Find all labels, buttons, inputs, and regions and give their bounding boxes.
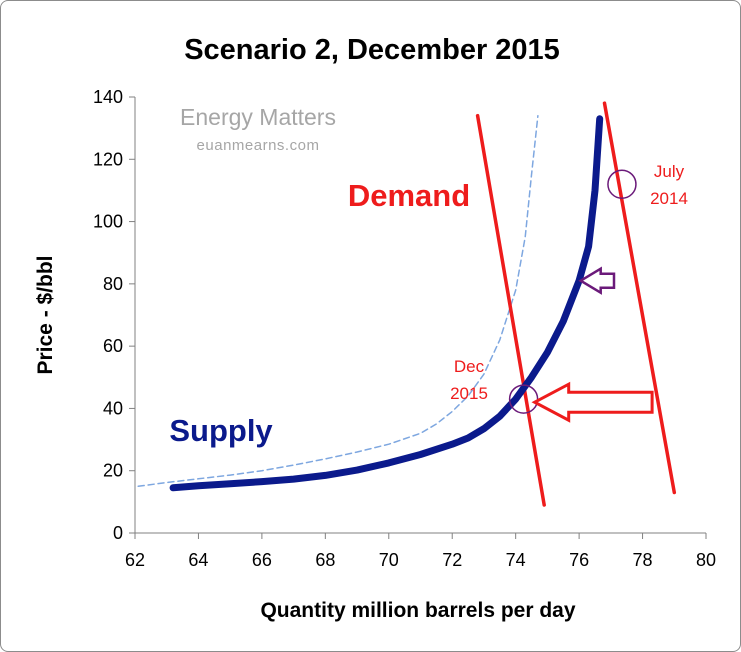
y-tick-label: 60 (103, 336, 123, 356)
x-tick-label: 68 (315, 550, 335, 570)
watermark-title: Energy Matters (180, 104, 336, 130)
x-tick-labels: 62 64 66 68 70 72 74 76 78 80 (125, 550, 716, 570)
supply-curve (169, 115, 604, 492)
shift-arrow-small (578, 266, 616, 295)
demand-label: Demand (348, 178, 470, 213)
x-tick-label: 64 (188, 550, 208, 570)
watermark-url: euanmearns.com (197, 137, 320, 154)
x-tick-label: 74 (506, 550, 526, 570)
y-tick-label: 120 (93, 149, 123, 169)
axes (129, 96, 707, 539)
demand-line-dec-2015 (475, 113, 546, 507)
dec-label-line2: 2015 (450, 384, 488, 403)
demand-line-july-2014 (602, 101, 677, 495)
circle-july-2014 (607, 169, 637, 199)
july-label-line2: 2014 (650, 189, 688, 208)
chart-title: Scenario 2, December 2015 (184, 34, 560, 66)
july-label-line1: July (654, 162, 685, 181)
dec-label-line1: Dec (454, 357, 485, 376)
x-tick-label: 72 (442, 550, 462, 570)
series-layer (137, 101, 677, 507)
x-tick-label: 76 (569, 550, 589, 570)
annotation-layer (508, 169, 654, 423)
x-tick-label: 62 (125, 550, 145, 570)
shift-arrow-large (531, 381, 654, 423)
y-tick-label: 100 (93, 212, 123, 232)
supply-curve-dashed (137, 114, 539, 488)
x-tick-label: 66 (252, 550, 272, 570)
x-axis-label: Quantity million barrels per day (260, 599, 575, 622)
y-tick-label: 80 (103, 274, 123, 294)
y-tick-label: 0 (113, 523, 123, 543)
y-axis-label: Price - $/bbl (34, 255, 57, 374)
y-tick-label: 40 (103, 398, 123, 418)
y-tick-labels: 0 20 40 60 80 100 120 140 (93, 87, 123, 543)
y-tick-label: 140 (93, 87, 123, 107)
x-tick-label: 80 (696, 550, 716, 570)
x-tick-label: 70 (379, 550, 399, 570)
supply-label: Supply (169, 413, 273, 448)
y-tick-label: 20 (103, 461, 123, 481)
x-tick-label: 78 (633, 550, 653, 570)
